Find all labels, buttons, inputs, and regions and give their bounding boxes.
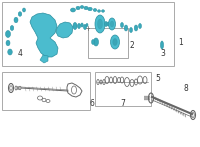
Ellipse shape: [95, 15, 105, 33]
Text: 5: 5: [155, 74, 160, 82]
Ellipse shape: [10, 25, 14, 30]
Ellipse shape: [8, 49, 12, 55]
Text: 1: 1: [178, 37, 183, 46]
Ellipse shape: [110, 35, 120, 49]
Ellipse shape: [18, 12, 22, 16]
Polygon shape: [40, 55, 48, 63]
Bar: [88, 28, 128, 58]
Ellipse shape: [108, 18, 116, 30]
Ellipse shape: [86, 24, 88, 26]
Ellipse shape: [73, 22, 77, 30]
Ellipse shape: [80, 5, 84, 9]
Ellipse shape: [124, 25, 128, 31]
Polygon shape: [56, 22, 73, 38]
Ellipse shape: [120, 22, 124, 27]
Text: 4: 4: [18, 49, 23, 57]
Ellipse shape: [81, 23, 83, 27]
Ellipse shape: [113, 39, 117, 46]
Ellipse shape: [88, 7, 92, 11]
Bar: [2, 72, 90, 110]
Ellipse shape: [98, 19, 102, 29]
Ellipse shape: [6, 40, 10, 46]
Ellipse shape: [92, 40, 95, 45]
Text: 8: 8: [183, 83, 188, 92]
Ellipse shape: [6, 30, 10, 37]
Ellipse shape: [93, 9, 97, 11]
Ellipse shape: [84, 6, 88, 10]
Ellipse shape: [94, 38, 98, 46]
Ellipse shape: [22, 8, 26, 12]
Text: 7: 7: [120, 98, 125, 107]
Bar: [95, 72, 151, 106]
Ellipse shape: [107, 22, 109, 26]
Ellipse shape: [138, 24, 142, 29]
Text: 6: 6: [90, 98, 95, 107]
Ellipse shape: [102, 10, 104, 12]
Ellipse shape: [130, 27, 132, 32]
Ellipse shape: [14, 17, 18, 23]
Ellipse shape: [134, 25, 138, 31]
Text: 2: 2: [130, 41, 135, 50]
Ellipse shape: [70, 8, 76, 12]
Ellipse shape: [110, 21, 114, 27]
Ellipse shape: [105, 21, 107, 26]
Ellipse shape: [84, 25, 86, 30]
Ellipse shape: [160, 41, 164, 49]
Ellipse shape: [98, 10, 101, 12]
Polygon shape: [30, 13, 58, 57]
Ellipse shape: [76, 6, 80, 10]
Text: 3: 3: [160, 49, 165, 57]
Ellipse shape: [78, 24, 80, 29]
Bar: [2, 2, 174, 66]
